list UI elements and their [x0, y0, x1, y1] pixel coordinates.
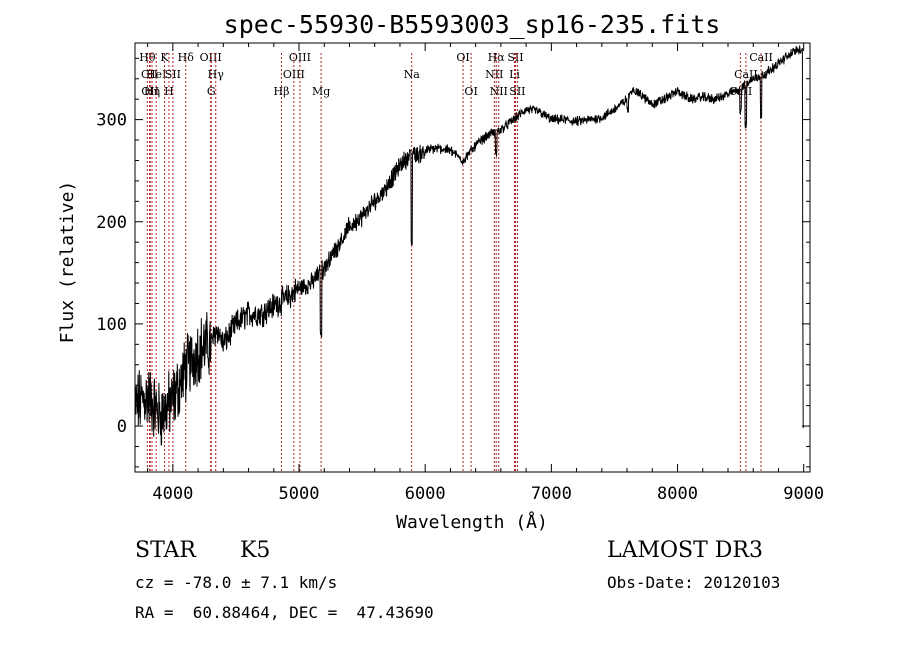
plot-frame	[134, 42, 811, 473]
line-marker-label: SII	[509, 85, 525, 98]
object-subclass: K5	[240, 538, 271, 563]
x-tick-label: 7000	[531, 484, 572, 504]
line-marker-label: Hα	[488, 51, 506, 64]
line-marker-label: Mg	[312, 85, 330, 98]
x-tick-label: 5000	[279, 484, 320, 504]
line-marker-label: CaII	[749, 51, 773, 64]
x-axis-label: Wavelength (Å)	[396, 511, 548, 533]
y-tick-label: 300	[96, 111, 127, 131]
y-axis-label: Flux (relative)	[57, 181, 78, 344]
chart-title: spec-55930-B5593003_sp16-235.fits	[224, 10, 721, 39]
line-marker-label: OI	[464, 85, 477, 98]
y-tick-label: 0	[117, 417, 127, 437]
line-marker-label: SII	[165, 68, 181, 81]
line-marker-label: Hβ	[274, 85, 290, 98]
x-tick-label: 9000	[783, 484, 824, 504]
line-marker-label: OIII	[283, 68, 305, 81]
x-tick-label: 8000	[657, 484, 698, 504]
spectrum-series	[134, 45, 804, 446]
x-axis: 4000 5000 6000 7000 8000 9000	[147, 43, 824, 504]
spectrum-line	[134, 45, 804, 446]
x-tick-label: 4000	[152, 484, 193, 504]
y-tick-label: 200	[96, 213, 127, 233]
line-marker-label: CII	[141, 68, 158, 81]
sky-coordinates: RA = 60.88464, DEC = 47.43690	[135, 603, 434, 622]
y-axis: 0 100 200 300	[96, 57, 810, 468]
line-marker-label: Na	[404, 68, 421, 81]
survey-label: LAMOST DR3	[607, 538, 763, 563]
line-marker-label: OI	[456, 51, 469, 64]
line-marker-label: OIII	[200, 51, 222, 64]
line-marker-label: Hθ	[139, 51, 156, 64]
line-marker-label: Hδ	[178, 51, 195, 64]
y-tick-label: 100	[96, 315, 127, 335]
x-tick-label: 6000	[405, 484, 446, 504]
line-marker-label: Li	[509, 68, 520, 81]
line-marker-label: HeI	[146, 68, 166, 81]
line-marker-label: OIII	[289, 51, 311, 64]
line-marker-label: Hγ	[208, 68, 225, 81]
redshift-velocity: cz = -78.0 ± 7.1 km/s	[135, 573, 338, 592]
line-marker-label: OII	[141, 85, 159, 98]
observation-date: Obs-Date: 20120103	[607, 573, 781, 592]
line-marker-label: K	[160, 51, 169, 64]
line-marker-label: CaII	[734, 68, 758, 81]
object-class: STAR	[135, 538, 196, 563]
line-marker-label: H	[164, 85, 174, 98]
line-marker-label: NII	[490, 85, 508, 98]
line-marker-label: G	[207, 85, 216, 98]
line-marker-label: NII	[485, 68, 503, 81]
line-marker-label: Hη	[144, 85, 160, 98]
line-marker-label: SII	[507, 51, 523, 64]
